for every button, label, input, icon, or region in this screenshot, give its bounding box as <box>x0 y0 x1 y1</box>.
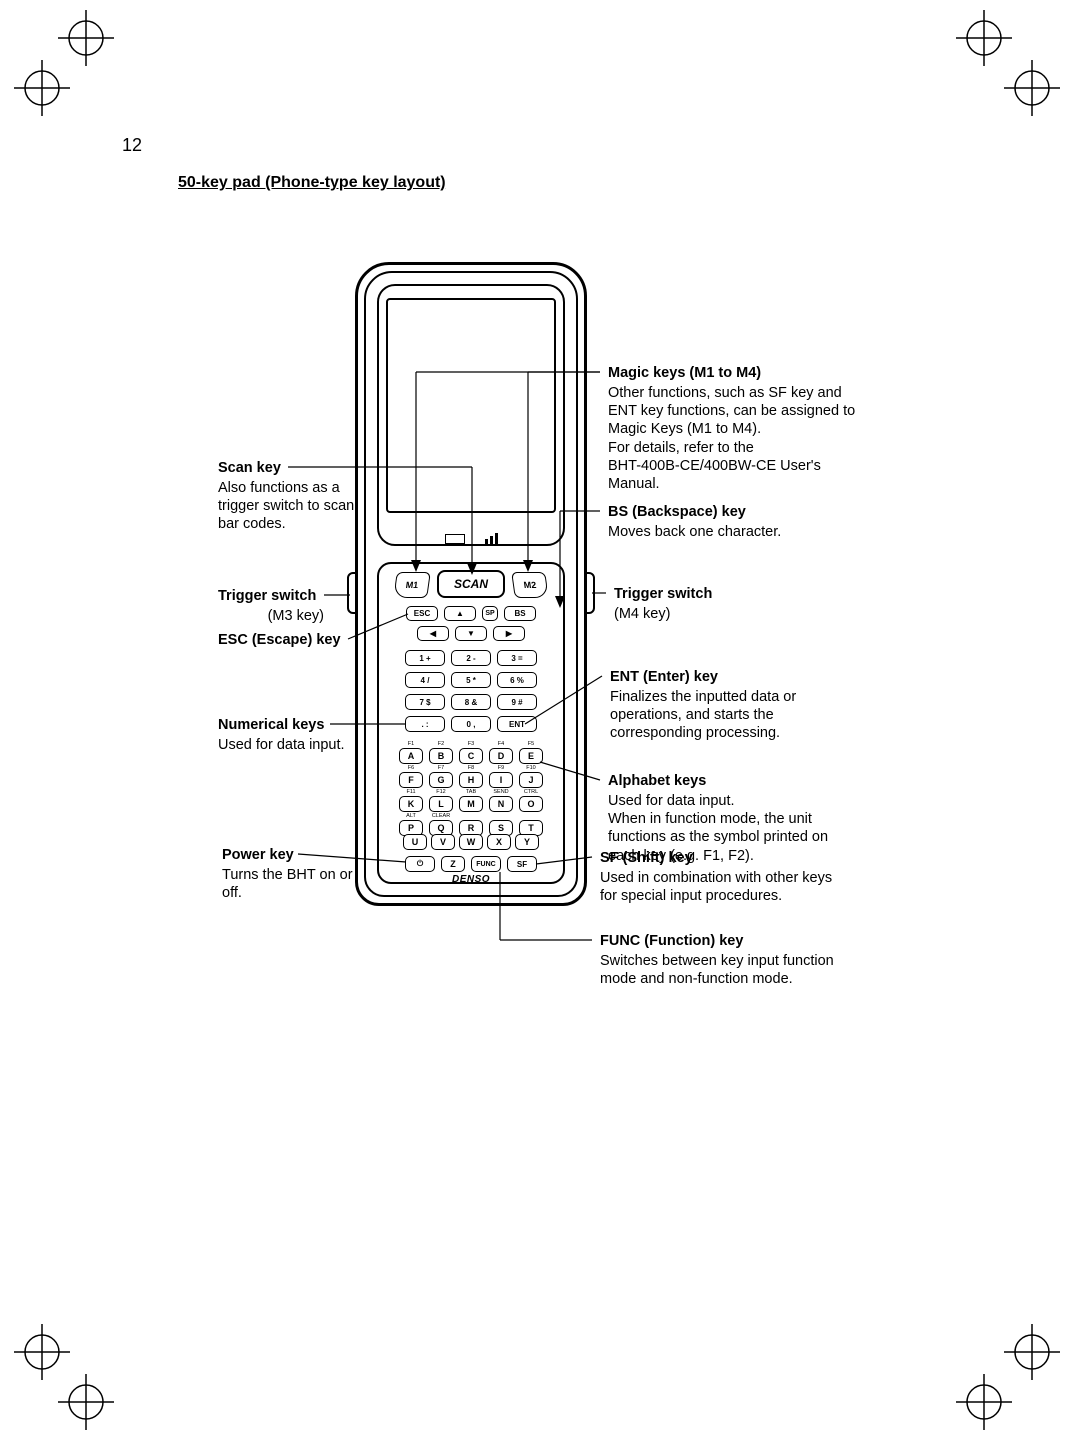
key-l: L <box>429 796 453 812</box>
callout-scan-key: Scan key Also functions as a trigger swi… <box>218 459 358 534</box>
m1-key: M1 <box>393 572 431 598</box>
callout-trigger-m3: Trigger switch (M3 key) <box>218 587 358 625</box>
arrow-right-key: ▶ <box>493 626 525 641</box>
key-a: A <box>399 748 423 764</box>
key-z: Z <box>441 856 465 872</box>
key-d: D <box>489 748 513 764</box>
key-g: G <box>429 772 453 788</box>
callout-magic: Magic keys (M1 to M4) Other functions, s… <box>608 364 858 493</box>
callout-trigger-m4: Trigger switch (M4 key) <box>614 585 854 623</box>
key-o: O <box>519 796 543 812</box>
esc-key: ESC <box>406 606 438 621</box>
num-row-4: . : 0 , ENT <box>355 716 587 732</box>
key-b: B <box>429 748 453 764</box>
key-m: M <box>459 796 483 812</box>
arrow-left-key: ◀ <box>417 626 449 641</box>
key-f: F <box>399 772 423 788</box>
denso-logo: DENSO <box>355 874 587 885</box>
key-v: V <box>431 834 455 850</box>
callout-power: Power key Turns the BHT on or off. <box>222 846 372 902</box>
callout-numerical: Numerical keys Used for data input. <box>218 716 368 754</box>
sp-key: SP <box>482 606 498 621</box>
key-w: W <box>459 834 483 850</box>
alpha-row-4: ALTP CLEARQ R S T <box>355 814 587 836</box>
arrow-up-key: ▲ <box>444 606 476 621</box>
key-0: 0 , <box>451 716 491 732</box>
num-row-3: 7 $ 8 & 9 # <box>355 694 587 710</box>
ent-key: ENT <box>497 716 537 732</box>
alpha-row-3: F11K F12L TABM SENDN CTRLO <box>355 790 587 812</box>
key-3: 3 = <box>497 650 537 666</box>
bottom-row: ⏻ Z FUNC SF <box>355 856 587 872</box>
alpha-row-5: U V W X Y <box>355 834 587 850</box>
key-n: N <box>489 796 513 812</box>
power-key: ⏻ <box>405 856 435 872</box>
key-y: Y <box>515 834 539 850</box>
section-title: 50-key pad (Phone-type key layout) <box>178 174 446 192</box>
key-i: I <box>489 772 513 788</box>
num-row-1: 1 + 2 - 3 = <box>355 650 587 666</box>
callout-sf: SF (Shift) key Used in combination with … <box>600 849 850 905</box>
callout-func: FUNC (Function) key Switches between key… <box>600 932 840 988</box>
key-1: 1 + <box>405 650 445 666</box>
key-8: 8 & <box>451 694 491 710</box>
alpha-row-2: F6F F7G F8H F9I F10J <box>355 766 587 788</box>
key-7: 7 $ <box>405 694 445 710</box>
key-j: J <box>519 772 543 788</box>
scan-key: SCAN <box>437 570 505 598</box>
key-dot: . : <box>405 716 445 732</box>
page-number: 12 <box>122 135 142 156</box>
arrow-down-key: ▼ <box>455 626 487 641</box>
key-u: U <box>403 834 427 850</box>
callout-ent: ENT (Enter) key Finalizes the inputted d… <box>610 668 850 743</box>
scan-row: M1 SCAN M2 <box>395 570 547 600</box>
key-4: 4 / <box>405 672 445 688</box>
key-e: E <box>519 748 543 764</box>
func-key: FUNC <box>471 856 501 872</box>
alpha-row-1: F1A F2B F3C F4D F5E <box>355 742 587 764</box>
bs-key: BS <box>504 606 536 621</box>
callout-bs: BS (Backspace) key Moves back one charac… <box>608 503 848 541</box>
key-9: 9 # <box>497 694 537 710</box>
device-illustration: M1 SCAN M2 ESC ▲ SP BS ◀ ▼ ▶ 1 + 2 - 3 =… <box>355 262 587 909</box>
key-c: C <box>459 748 483 764</box>
key-6: 6 % <box>497 672 537 688</box>
num-row-2: 4 / 5 * 6 % <box>355 672 587 688</box>
screen <box>386 298 556 513</box>
key-x: X <box>487 834 511 850</box>
key-5: 5 * <box>451 672 491 688</box>
sf-key: SF <box>507 856 537 872</box>
key-k: K <box>399 796 423 812</box>
key-2: 2 - <box>451 650 491 666</box>
m2-key: M2 <box>511 572 549 598</box>
status-bar <box>435 532 507 546</box>
callout-esc: ESC (Escape) key <box>218 631 368 649</box>
key-h: H <box>459 772 483 788</box>
